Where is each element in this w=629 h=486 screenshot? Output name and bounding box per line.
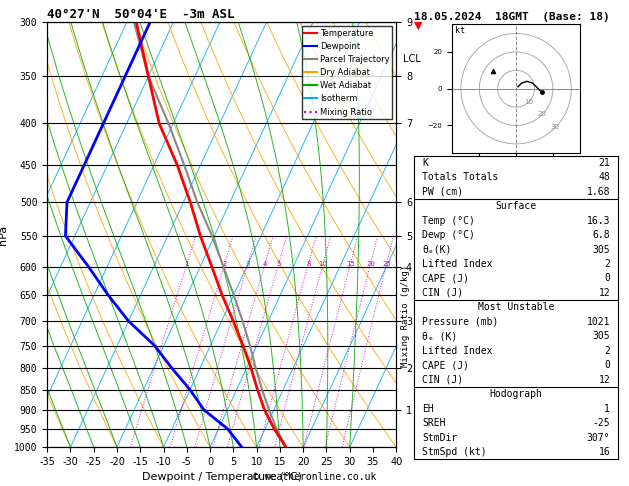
Text: 0: 0: [604, 274, 610, 283]
Text: 16.3: 16.3: [587, 216, 610, 226]
Text: StmSpd (kt): StmSpd (kt): [422, 447, 487, 457]
Text: 305: 305: [593, 244, 610, 255]
Text: Pressure (mb): Pressure (mb): [422, 317, 498, 327]
Text: 305: 305: [593, 331, 610, 341]
Text: 2: 2: [604, 346, 610, 356]
Text: 5: 5: [276, 261, 281, 267]
Legend: Temperature, Dewpoint, Parcel Trajectory, Dry Adiabat, Wet Adiabat, Isotherm, Mi: Temperature, Dewpoint, Parcel Trajectory…: [302, 26, 392, 119]
Text: Lifted Index: Lifted Index: [422, 346, 493, 356]
Text: 2: 2: [222, 261, 226, 267]
Text: K: K: [422, 158, 428, 168]
Text: Temp (°C): Temp (°C): [422, 216, 475, 226]
Text: Lifted Index: Lifted Index: [422, 259, 493, 269]
Text: CAPE (J): CAPE (J): [422, 274, 469, 283]
Text: 12: 12: [598, 375, 610, 385]
Text: 1: 1: [604, 404, 610, 414]
Text: 10: 10: [525, 99, 533, 104]
Text: 16: 16: [598, 447, 610, 457]
Text: Totals Totals: Totals Totals: [422, 172, 498, 182]
Text: StmDir: StmDir: [422, 433, 457, 443]
Text: 20: 20: [366, 261, 375, 267]
Text: θₑ(K): θₑ(K): [422, 244, 452, 255]
Text: EH: EH: [422, 404, 434, 414]
Text: 12: 12: [598, 288, 610, 298]
Text: 0: 0: [604, 360, 610, 370]
Text: PW (cm): PW (cm): [422, 187, 463, 197]
Text: 10: 10: [318, 261, 328, 267]
Text: 3: 3: [245, 261, 250, 267]
Text: -25: -25: [593, 418, 610, 428]
Text: 1021: 1021: [587, 317, 610, 327]
Text: SREH: SREH: [422, 418, 445, 428]
Text: CAPE (J): CAPE (J): [422, 360, 469, 370]
Text: Surface: Surface: [496, 201, 537, 211]
Text: 21: 21: [598, 158, 610, 168]
Text: 40°27'N  50°04'E  -3m ASL: 40°27'N 50°04'E -3m ASL: [47, 8, 235, 21]
Text: ▼: ▼: [414, 20, 423, 31]
Text: 8: 8: [306, 261, 311, 267]
Text: LCL: LCL: [403, 54, 421, 64]
Text: Mixing Ratio (g/kg): Mixing Ratio (g/kg): [401, 265, 410, 367]
Text: 18.05.2024  18GMT  (Base: 18): 18.05.2024 18GMT (Base: 18): [414, 12, 610, 22]
Text: 1: 1: [184, 261, 189, 267]
Text: © weatheronline.co.uk: © weatheronline.co.uk: [253, 472, 376, 482]
Text: 307°: 307°: [587, 433, 610, 443]
Text: kt: kt: [455, 27, 465, 35]
Text: 25: 25: [382, 261, 391, 267]
Y-axis label: km
ASL: km ASL: [420, 235, 438, 256]
Y-axis label: hPa: hPa: [0, 225, 8, 244]
Text: CIN (J): CIN (J): [422, 288, 463, 298]
Text: θₑ (K): θₑ (K): [422, 331, 457, 341]
Text: Dewp (°C): Dewp (°C): [422, 230, 475, 240]
Text: 30: 30: [550, 124, 559, 130]
Text: 4: 4: [263, 261, 267, 267]
Text: CIN (J): CIN (J): [422, 375, 463, 385]
Text: 15: 15: [346, 261, 355, 267]
Text: Hodograph: Hodograph: [489, 389, 543, 399]
Text: 1.68: 1.68: [587, 187, 610, 197]
Text: 20: 20: [537, 111, 547, 118]
X-axis label: Dewpoint / Temperature (°C): Dewpoint / Temperature (°C): [142, 472, 302, 483]
Text: 48: 48: [598, 172, 610, 182]
Text: Most Unstable: Most Unstable: [478, 302, 554, 312]
Text: 2: 2: [604, 259, 610, 269]
Text: 6.8: 6.8: [593, 230, 610, 240]
